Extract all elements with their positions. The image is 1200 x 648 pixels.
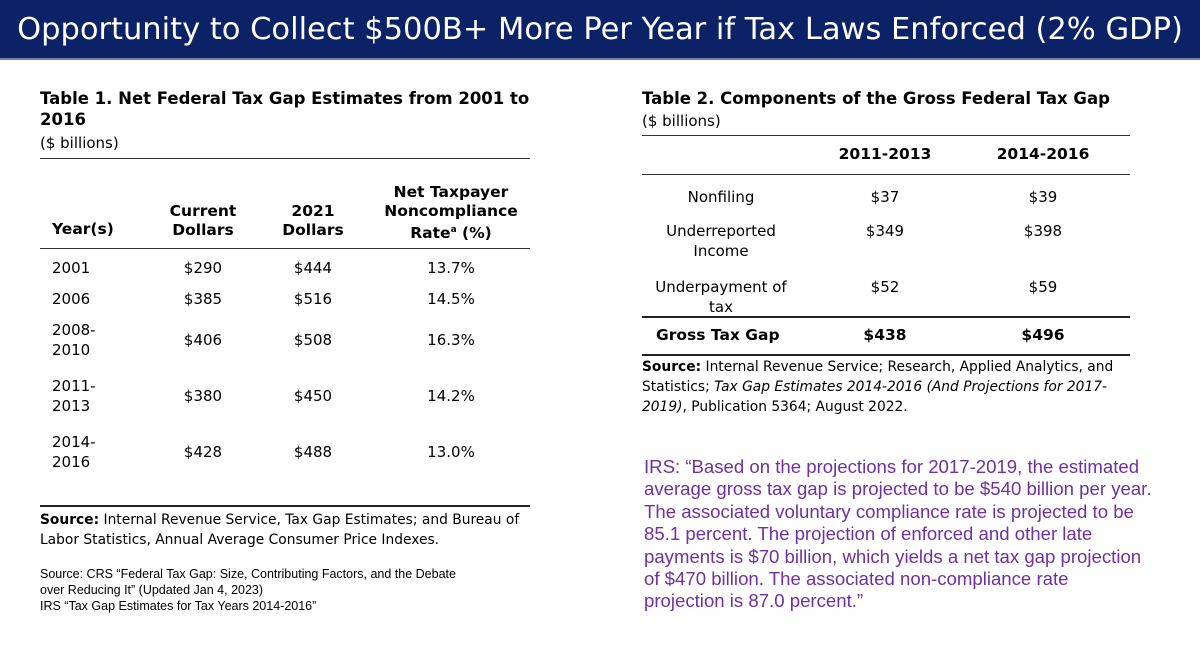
table-1-current-cell: $385 — [183, 290, 223, 308]
table-1-rate-cell: 13.7% — [427, 259, 475, 277]
table-2-value-cell: $349 — [865, 222, 905, 240]
table-2-title: Table 2. Components of the Gross Federal… — [642, 89, 1110, 108]
table-2-top-rule — [642, 135, 1130, 136]
header-2011-2013: 2011-2013 — [838, 145, 932, 163]
table-1: Table 1. Net Federal Tax Gap Estimates f… — [40, 88, 530, 554]
table-2: Table 2. Components of the Gross Federal… — [642, 88, 1130, 435]
table-1-units: ($ billions) — [40, 134, 119, 152]
table-1-header-rule — [40, 248, 530, 249]
table-2-component-label: Underpayment of tax — [655, 278, 787, 316]
table-1-rate-cell: 14.5% — [427, 290, 475, 308]
table-1-d2021-cell: $450 — [293, 387, 333, 405]
table-2-bottom-rule — [642, 354, 1130, 356]
header-2014-2016: 2014-2016 — [996, 145, 1090, 163]
table-1-year-cell: 2001 — [52, 259, 91, 277]
header-current-dollars: Current Dollars — [169, 202, 237, 239]
table-1-current-cell: $380 — [183, 387, 223, 405]
table-1-rate-cell: 16.3% — [427, 331, 475, 349]
table-2-component-label: Underreported Income — [666, 222, 776, 260]
table-1-d2021-cell: $508 — [293, 331, 333, 349]
table-1-current-cell: $428 — [183, 443, 223, 461]
title-banner: Opportunity to Collect $500B+ More Per Y… — [0, 0, 1200, 60]
table-2-body: 2011-2013 2014-2016 Nonfiling $37 $39 Under… — [642, 135, 1130, 435]
table-1-rate-cell: 14.2% — [427, 387, 475, 405]
header-years: Year(s) — [52, 220, 114, 238]
irs-quote: IRS: “Based on the projections for 2017-… — [644, 456, 1152, 612]
table-2-value-cell: $52 — [870, 278, 900, 296]
table-2-component-label: Nonfiling — [687, 188, 755, 206]
table-1-d2021-cell: $488 — [293, 443, 333, 461]
header-2021-dollars: 2021 Dollars — [282, 202, 344, 239]
gross-tax-gap-2011-2013: $438 — [863, 326, 907, 344]
table-1-year-cell: 2006 — [52, 290, 91, 308]
table-2-value-cell: $37 — [870, 188, 900, 206]
table-1-year-cell: 2014- 2016 — [52, 433, 96, 471]
header-noncompliance-rate: Net Taxpayer Noncompliance Ratea (%) — [384, 183, 518, 243]
table-1-year-cell: 2011- 2013 — [52, 377, 96, 415]
table-1-d2021-cell: $444 — [293, 259, 333, 277]
table-2-value-cell: $59 — [1028, 278, 1058, 296]
table-2-header-rule — [642, 174, 1130, 175]
gross-tax-gap-label: Gross Tax Gap — [656, 326, 780, 344]
table-1-year-cell: 2008- 2010 — [52, 321, 96, 359]
table-2-total-rule — [642, 316, 1130, 318]
table-1-current-cell: $290 — [183, 259, 223, 277]
table-1-rate-cell: 13.0% — [427, 443, 475, 461]
table-2-source: Source: Internal Revenue Service; Resear… — [642, 359, 1114, 415]
gross-tax-gap-2014-2016: $496 — [1021, 326, 1065, 344]
slide-title: Opportunity to Collect $500B+ More Per Y… — [17, 11, 1183, 47]
slide-source-note: Source: CRS “Federal Tax Gap: Size, Cont… — [40, 567, 456, 613]
table-1-title: Table 1. Net Federal Tax Gap Estimates f… — [40, 89, 530, 129]
table-1-source: Source: Internal Revenue Service, Tax Ga… — [40, 512, 520, 548]
table-2-value-cell: $39 — [1028, 188, 1058, 206]
table-1-top-rule — [40, 158, 530, 159]
table-2-value-cell: $398 — [1023, 222, 1063, 240]
table-2-units: ($ billions) — [642, 112, 721, 130]
table-1-d2021-cell: $516 — [293, 290, 333, 308]
table-1-bottom-rule — [40, 505, 530, 507]
table-1-body: Year(s) Current Dollars 2021 Dollars Net T… — [40, 158, 530, 554]
table-1-current-cell: $406 — [183, 331, 223, 349]
